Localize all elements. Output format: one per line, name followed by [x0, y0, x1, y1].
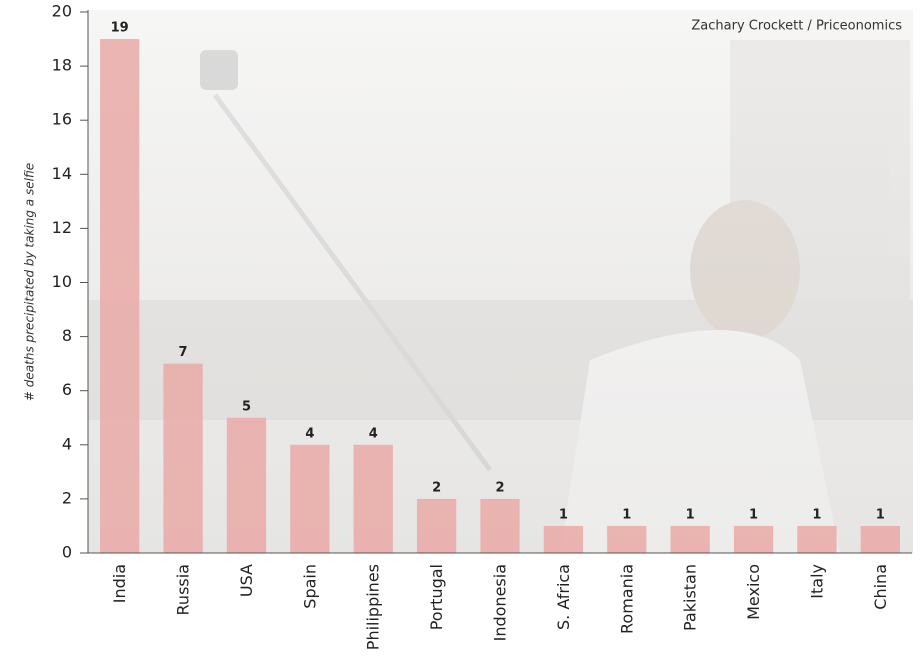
y-tick-label: 12	[52, 218, 72, 237]
y-tick-label: 14	[52, 164, 72, 183]
value-label: 1	[812, 507, 821, 522]
value-label: 4	[369, 426, 378, 441]
y-tick-label: 4	[62, 434, 72, 453]
bar	[290, 444, 330, 553]
background-photo	[88, 40, 913, 553]
source-annotation: Zachary Crockett / Priceonomics	[691, 19, 902, 34]
y-tick-label: 10	[52, 272, 72, 291]
x-tick-label: China	[871, 564, 890, 610]
value-label: 7	[179, 345, 188, 360]
x-tick-label: Mexico	[744, 564, 763, 620]
x-tick-label: Italy	[807, 564, 826, 599]
bar	[670, 525, 710, 553]
value-label: 19	[111, 21, 129, 36]
bar	[353, 444, 393, 553]
x-tick-label: Spain	[300, 564, 319, 609]
x-tick-label: Romania	[617, 564, 636, 634]
y-tick-label: 0	[62, 543, 72, 562]
value-label: 1	[559, 507, 568, 522]
bar	[797, 525, 837, 553]
value-label: 1	[622, 507, 631, 522]
bar	[543, 525, 584, 553]
bar	[416, 498, 457, 553]
value-label: 1	[876, 507, 885, 522]
value-label: 5	[242, 399, 251, 414]
bar	[100, 39, 140, 554]
value-label: 2	[495, 480, 504, 495]
x-tick-label: Russia	[174, 564, 193, 615]
bar	[733, 525, 774, 553]
value-label: 1	[749, 507, 758, 522]
bar	[480, 498, 520, 553]
y-tick-label: 2	[62, 488, 72, 507]
value-label: 4	[305, 426, 314, 441]
x-tick-label: Indonesia	[491, 564, 510, 641]
y-tick-label: 20	[52, 2, 72, 21]
x-tick-label: Philippines	[364, 564, 383, 650]
x-tick-label: India	[110, 564, 129, 603]
bar	[607, 525, 647, 553]
bar	[226, 417, 267, 553]
plot-background	[88, 10, 913, 553]
bar	[860, 525, 900, 553]
x-tick-label: Pakistan	[681, 564, 700, 631]
value-label: 1	[686, 507, 695, 522]
bar	[163, 363, 203, 553]
y-axis-label: # deaths precipitated by taking a selfie	[23, 163, 37, 401]
y-tick-label: 8	[62, 326, 72, 345]
x-tick-label: USA	[237, 564, 256, 597]
y-tick-label: 16	[52, 110, 72, 129]
x-tick-label: S. Africa	[554, 564, 573, 630]
x-tick-label: Portugal	[427, 564, 446, 630]
y-tick-label: 18	[52, 56, 72, 75]
y-tick-label: 6	[62, 380, 72, 399]
value-label: 2	[432, 480, 441, 495]
